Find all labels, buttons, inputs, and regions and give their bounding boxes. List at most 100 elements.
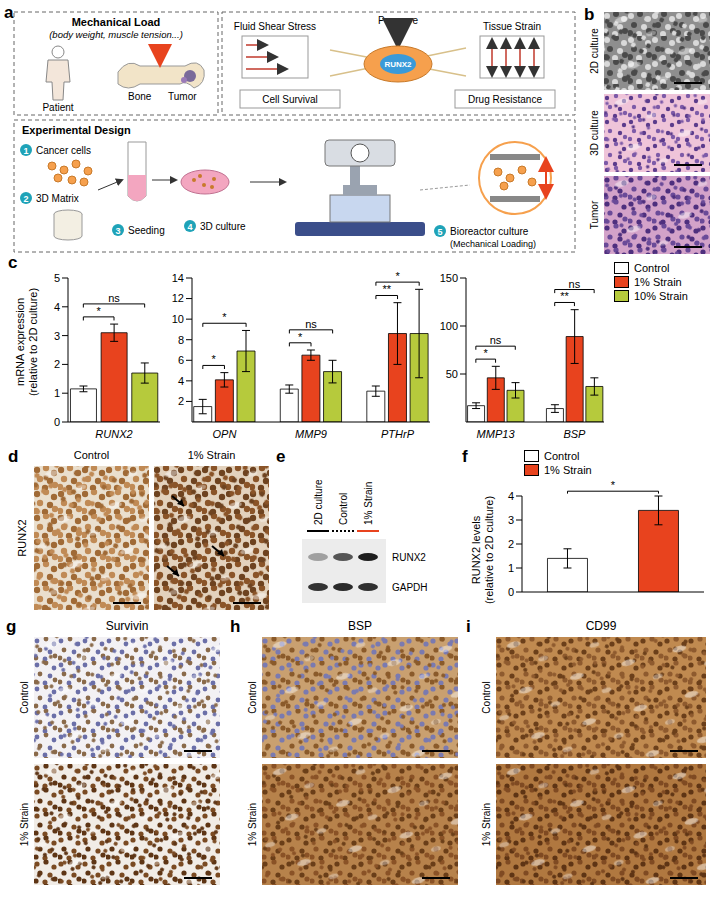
svg-text:Experimental Design: Experimental Design: [22, 124, 131, 136]
html-text:1% Strain: 1% Strain: [480, 802, 492, 847]
svg-text:2: 2: [508, 538, 514, 550]
html-text:Control: Control: [634, 262, 670, 274]
html-text:Control: Control: [246, 681, 258, 714]
svg-text:Bone: Bone: [128, 91, 152, 102]
html-text:CD99: CD99: [585, 619, 617, 633]
html-text:(relative to 2D culture): (relative to 2D culture): [483, 495, 495, 605]
svg-text:Fluid Shear Stress: Fluid Shear Stress: [234, 21, 316, 32]
svg-text:ns: ns: [305, 318, 317, 330]
svg-text:8: 8: [178, 334, 184, 346]
svg-text:*: *: [211, 353, 216, 365]
svg-text:2: 2: [54, 358, 60, 370]
svg-text:100: 100: [440, 320, 458, 332]
html-text:b: b: [584, 5, 595, 24]
svg-text:MMP9: MMP9: [295, 428, 327, 440]
svg-text:3: 3: [115, 226, 120, 236]
svg-text:**: **: [560, 290, 569, 302]
svg-text:2: 2: [178, 395, 184, 407]
svg-text:1: 1: [54, 387, 60, 399]
svg-text:10: 10: [172, 313, 184, 325]
html-text:a: a: [4, 3, 14, 22]
svg-text:Mechanical Load: Mechanical Load: [72, 16, 161, 28]
svg-text:ns: ns: [108, 292, 120, 304]
svg-text:*: *: [298, 331, 303, 343]
svg-text:3D Matrix: 3D Matrix: [36, 193, 79, 204]
svg-text:0: 0: [508, 586, 514, 598]
svg-text:150: 150: [440, 272, 458, 284]
svg-text:Control: Control: [338, 493, 349, 525]
svg-text:3: 3: [508, 514, 514, 526]
svg-text:(Mechanical Loading): (Mechanical Loading): [450, 239, 536, 249]
html-text:RUNX2 levels: RUNX2 levels: [470, 515, 482, 585]
svg-text:*: *: [97, 305, 102, 317]
html-text:mRNA expression: mRNA expression: [14, 298, 26, 386]
html-text:1% Strain: 1% Strain: [187, 449, 236, 461]
html-text:RUNX2: RUNX2: [15, 519, 28, 557]
html-text:d: d: [8, 447, 19, 466]
svg-text:2D culture: 2D culture: [313, 479, 324, 525]
svg-text:Tissue Strain: Tissue Strain: [483, 21, 541, 32]
html-text:Control: Control: [480, 681, 492, 714]
svg-text:PTHrP: PTHrP: [381, 428, 415, 440]
svg-text:1% Strain: 1% Strain: [363, 482, 374, 525]
html-text:1% Strain: 1% Strain: [634, 276, 682, 288]
svg-text:14: 14: [172, 272, 184, 284]
html-text:h: h: [230, 617, 241, 636]
html-text:f: f: [462, 447, 468, 466]
html-text:1% Strain: 1% Strain: [544, 464, 592, 476]
html-text:2D culture: 2D culture: [589, 28, 600, 74]
svg-text:Tumor: Tumor: [168, 91, 197, 102]
svg-text:RUNX2: RUNX2: [392, 552, 426, 563]
html-text:Tumor: Tumor: [589, 200, 600, 230]
svg-text:4: 4: [178, 375, 184, 387]
svg-text:50: 50: [446, 368, 458, 380]
svg-text:*: *: [395, 270, 400, 282]
html-text:10% Strain: 10% Strain: [634, 290, 688, 302]
svg-text:1: 1: [23, 146, 28, 156]
svg-text:Drug Resistance: Drug Resistance: [468, 94, 542, 105]
svg-text:*: *: [611, 479, 616, 491]
svg-text:(body weight, muscle tension..: (body weight, muscle tension...): [49, 29, 183, 40]
html-text:BSP: BSP: [348, 619, 372, 633]
svg-text:Seeding: Seeding: [128, 225, 165, 236]
html-text:Control: Control: [73, 449, 110, 461]
html-text:c: c: [8, 253, 18, 272]
html-text:g: g: [6, 617, 17, 636]
svg-text:MMP13: MMP13: [477, 428, 516, 440]
svg-text:OPN: OPN: [213, 428, 237, 440]
svg-text:Cancer cells: Cancer cells: [36, 145, 91, 156]
svg-text:ns: ns: [569, 278, 581, 290]
svg-text:**: **: [382, 283, 391, 295]
svg-text:RUNX2: RUNX2: [384, 60, 412, 69]
svg-text:BSP: BSP: [563, 428, 586, 440]
html-text:3D culture: 3D culture: [589, 110, 600, 156]
svg-text:Cell Survival: Cell Survival: [262, 94, 318, 105]
html-text:Control: Control: [18, 681, 30, 714]
html-text:(relative to 2D culture): (relative to 2D culture): [27, 287, 39, 397]
svg-text:2: 2: [23, 194, 28, 204]
svg-text:3: 3: [54, 330, 60, 342]
html-text:1% Strain: 1% Strain: [18, 802, 30, 847]
html-text:e: e: [276, 447, 286, 466]
svg-text:0: 0: [54, 416, 60, 428]
svg-text:4: 4: [54, 301, 60, 313]
html-text:Control: Control: [544, 450, 580, 462]
svg-text:12: 12: [172, 292, 184, 304]
svg-text:GAPDH: GAPDH: [392, 582, 428, 593]
svg-text:Pressure: Pressure: [378, 15, 418, 26]
svg-text:*: *: [222, 311, 227, 323]
svg-text:6: 6: [178, 354, 184, 366]
html-text:1% Strain: 1% Strain: [246, 802, 258, 847]
svg-text:1: 1: [508, 562, 514, 574]
svg-text:RUNX2: RUNX2: [95, 428, 132, 440]
svg-text:4: 4: [508, 490, 514, 502]
svg-text:4: 4: [187, 222, 192, 232]
svg-text:3D culture: 3D culture: [200, 221, 246, 232]
svg-text:Patient: Patient: [42, 102, 73, 113]
svg-text:ns: ns: [490, 334, 502, 346]
svg-text:5: 5: [437, 227, 442, 237]
html-text:Survivin: Survivin: [105, 619, 149, 633]
svg-text:*: *: [484, 347, 489, 359]
svg-text:Bioreactor culture: Bioreactor culture: [450, 226, 529, 237]
svg-text:5: 5: [54, 272, 60, 284]
